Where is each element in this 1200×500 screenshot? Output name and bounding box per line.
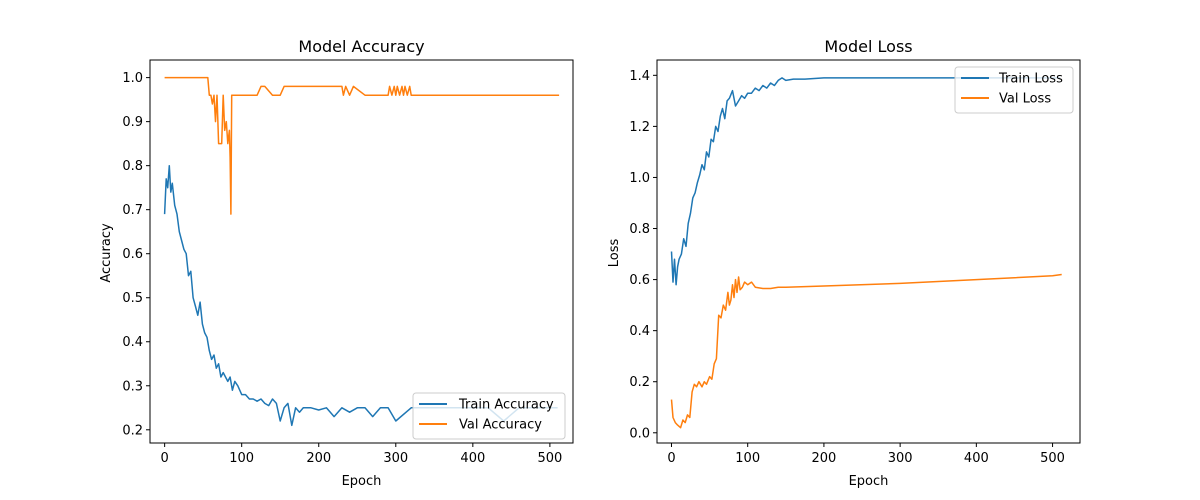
x-tick-label: 0 — [160, 451, 168, 466]
chart-title: Model Accuracy — [298, 37, 424, 56]
y-tick-label: 0.5 — [122, 291, 143, 306]
y-tick-label: 1.0 — [122, 71, 143, 86]
x-tick-label: 300 — [888, 451, 913, 466]
y-axis-label: Accuracy — [99, 223, 114, 283]
y-tick-label: 0.3 — [122, 379, 143, 394]
x-tick-label: 200 — [306, 451, 331, 466]
x-tick-label: 400 — [964, 451, 989, 466]
y-tick-label: 0.7 — [122, 203, 143, 218]
y-tick-label: 0.2 — [629, 375, 650, 390]
y-tick-label: 1.2 — [629, 120, 650, 135]
legend-val-label: Val Accuracy — [459, 418, 542, 433]
x-tick-label: 0 — [667, 451, 675, 466]
loss-chart: Model Loss Epoch Loss 0 100 200 300 400 500 0.… — [607, 37, 1081, 489]
legend-box — [412, 392, 566, 440]
y-tick-label: 0.2 — [122, 423, 143, 438]
y-tick-label: 0.0 — [629, 426, 650, 441]
y-tick-label: 0.8 — [629, 222, 650, 237]
y-axis-label: Loss — [607, 239, 622, 268]
axes-frame — [149, 59, 574, 444]
plot-area: 0 100 200 300 400 500 0.0 0.2 0.4 0.6 0.8 1.0 1.2 1.4 — [629, 59, 1081, 466]
accuracy-chart: Model Accuracy Epoch Accuracy 0 100 200 300… — [99, 37, 574, 489]
y-tick-label: 0.9 — [122, 115, 143, 130]
x-tick-label: 500 — [537, 451, 562, 466]
x-axis-label: Epoch — [342, 474, 382, 489]
chart-title: Model Loss — [824, 37, 912, 56]
y-tick-label: 0.6 — [122, 247, 143, 262]
legend-train-label: Train Accuracy — [458, 398, 554, 413]
legend-train-label: Train Loss — [998, 72, 1063, 87]
legend: Train Loss Val Loss — [954, 66, 1074, 114]
y-tick-label: 0.4 — [122, 335, 143, 350]
series-line-val — [670, 273, 1062, 429]
series-line-train — [670, 77, 1061, 286]
y-tick-label: 0.6 — [629, 273, 650, 288]
y-tick-label: 0.8 — [122, 159, 143, 174]
y-tick-label: 0.4 — [629, 324, 650, 339]
series-line-val — [164, 76, 560, 215]
axes-frame — [656, 59, 1081, 444]
x-tick-label: 100 — [229, 451, 254, 466]
x-tick-label: 400 — [460, 451, 485, 466]
x-axis-label: Epoch — [849, 474, 889, 489]
x-tick-label: 300 — [383, 451, 408, 466]
x-tick-label: 200 — [811, 451, 836, 466]
y-tick-label: 1.4 — [629, 69, 650, 84]
legend: Train Accuracy Val Accuracy — [412, 392, 566, 440]
legend-val-label: Val Loss — [999, 92, 1051, 107]
x-tick-label: 100 — [735, 451, 760, 466]
plot-area: 0 100 200 300 400 500 0.2 0.3 0.4 0.5 0.6 0.7 0.8 0.9… — [122, 59, 574, 466]
y-tick-label: 1.0 — [629, 171, 650, 186]
series-line-train — [163, 164, 558, 427]
x-tick-label: 500 — [1040, 451, 1065, 466]
